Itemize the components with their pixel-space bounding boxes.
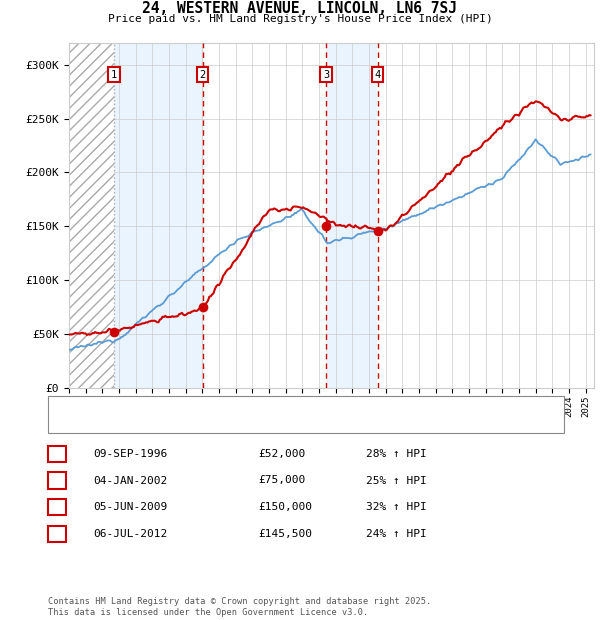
Text: £52,000: £52,000 (258, 449, 305, 459)
Text: £75,000: £75,000 (258, 476, 305, 485)
Text: 4: 4 (374, 69, 380, 79)
Text: 1: 1 (53, 449, 61, 459)
Text: HPI: Average price, semi-detached house, Lincoln: HPI: Average price, semi-detached house,… (93, 418, 375, 428)
Text: Price paid vs. HM Land Registry's House Price Index (HPI): Price paid vs. HM Land Registry's House … (107, 14, 493, 24)
Text: 1: 1 (111, 69, 117, 79)
Text: 28% ↑ HPI: 28% ↑ HPI (366, 449, 427, 459)
Text: 3: 3 (323, 69, 329, 79)
Text: 32% ↑ HPI: 32% ↑ HPI (366, 502, 427, 512)
Text: 4: 4 (53, 529, 61, 539)
Text: 24% ↑ HPI: 24% ↑ HPI (366, 529, 427, 539)
Text: Contains HM Land Registry data © Crown copyright and database right 2025.
This d: Contains HM Land Registry data © Crown c… (48, 598, 431, 617)
Text: 04-JAN-2002: 04-JAN-2002 (93, 476, 167, 485)
Text: £150,000: £150,000 (258, 502, 312, 512)
Text: 2: 2 (53, 476, 61, 485)
Bar (69, 43, 114, 388)
Text: 05-JUN-2009: 05-JUN-2009 (93, 502, 167, 512)
Text: 25% ↑ HPI: 25% ↑ HPI (366, 476, 427, 485)
Text: 24, WESTERN AVENUE, LINCOLN, LN6 7SJ (semi-detached house): 24, WESTERN AVENUE, LINCOLN, LN6 7SJ (se… (93, 401, 434, 411)
Text: —: — (63, 414, 73, 433)
Text: 06-JUL-2012: 06-JUL-2012 (93, 529, 167, 539)
Bar (326, 43, 377, 388)
Bar (114, 43, 203, 388)
Text: —: — (63, 397, 73, 415)
Text: £145,500: £145,500 (258, 529, 312, 539)
Text: 09-SEP-1996: 09-SEP-1996 (93, 449, 167, 459)
Text: 2: 2 (199, 69, 206, 79)
Text: 3: 3 (53, 502, 61, 512)
Text: 24, WESTERN AVENUE, LINCOLN, LN6 7SJ: 24, WESTERN AVENUE, LINCOLN, LN6 7SJ (143, 1, 458, 16)
